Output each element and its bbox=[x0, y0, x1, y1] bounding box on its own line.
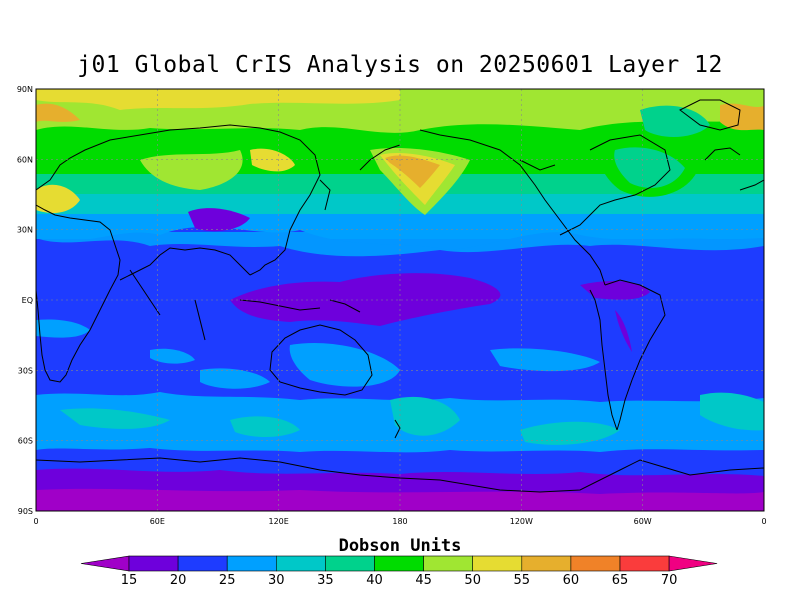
ozone-field bbox=[36, 89, 764, 511]
colorbar-segment bbox=[619, 555, 670, 572]
latitude-labels: 90N 60N 30N EQ 30S 60S 90S bbox=[17, 85, 33, 516]
lat-label: 30N bbox=[17, 226, 33, 235]
lat-label: EQ bbox=[22, 296, 33, 305]
colorbar-tick-label: 40 bbox=[366, 573, 383, 588]
map-frame bbox=[35, 88, 765, 512]
lat-label: 60N bbox=[17, 155, 33, 164]
lon-label: 180 bbox=[392, 517, 407, 526]
colorbar-tick-label: 35 bbox=[317, 573, 334, 588]
lon-label: 60W bbox=[634, 517, 652, 526]
colorbar-tick-label: 60 bbox=[563, 573, 580, 588]
lat-label: 90N bbox=[17, 85, 33, 94]
lon-label: 60E bbox=[150, 517, 165, 526]
colorbar-segment bbox=[570, 555, 621, 572]
lon-label: 0 bbox=[761, 517, 766, 526]
coastlines bbox=[36, 99, 764, 493]
colorbar-tick-label: 25 bbox=[219, 573, 236, 588]
colorbar-tick-label: 55 bbox=[514, 573, 531, 588]
lon-label: 120W bbox=[510, 517, 533, 526]
colorbar-tick-label: 70 bbox=[661, 573, 678, 588]
colorbar-segment bbox=[423, 555, 474, 572]
colorbar-segment bbox=[472, 555, 523, 572]
colorbar-tick-label: 15 bbox=[121, 573, 138, 588]
lon-label: 0 bbox=[33, 517, 38, 526]
longitude-labels: 0 60E 120E 180 120W 60W 0 bbox=[33, 517, 766, 526]
colorbar-segment bbox=[325, 555, 375, 572]
colorbar-segment bbox=[668, 555, 718, 572]
colorbar-labels: 15 20 25 30 35 40 45 50 55 60 65 70 bbox=[121, 573, 678, 588]
colorbar-segment bbox=[275, 555, 326, 572]
colorbar-segment bbox=[80, 555, 130, 572]
lat-label: 60S bbox=[18, 437, 33, 446]
colorbar-title: Dobson Units bbox=[338, 536, 462, 556]
colorbar bbox=[80, 555, 718, 572]
colorbar-segment bbox=[374, 555, 424, 572]
lon-label: 120E bbox=[269, 517, 289, 526]
map-title: j01 Global CrIS Analysis on 20250601 Lay… bbox=[77, 52, 723, 78]
colorbar-tick-label: 20 bbox=[170, 573, 187, 588]
colorbar-segment bbox=[226, 555, 277, 572]
colorbar-tick-label: 50 bbox=[464, 573, 481, 588]
colorbar-segment bbox=[128, 555, 179, 572]
colorbar-segment bbox=[177, 555, 228, 572]
colorbar-tick-label: 30 bbox=[268, 573, 285, 588]
lat-label: 90S bbox=[18, 507, 33, 516]
grid-lines bbox=[36, 89, 764, 511]
lat-label: 30S bbox=[18, 366, 33, 375]
colorbar-tick-label: 65 bbox=[612, 573, 629, 588]
colorbar-tick-label: 45 bbox=[415, 573, 432, 588]
colorbar-segment bbox=[521, 555, 572, 572]
